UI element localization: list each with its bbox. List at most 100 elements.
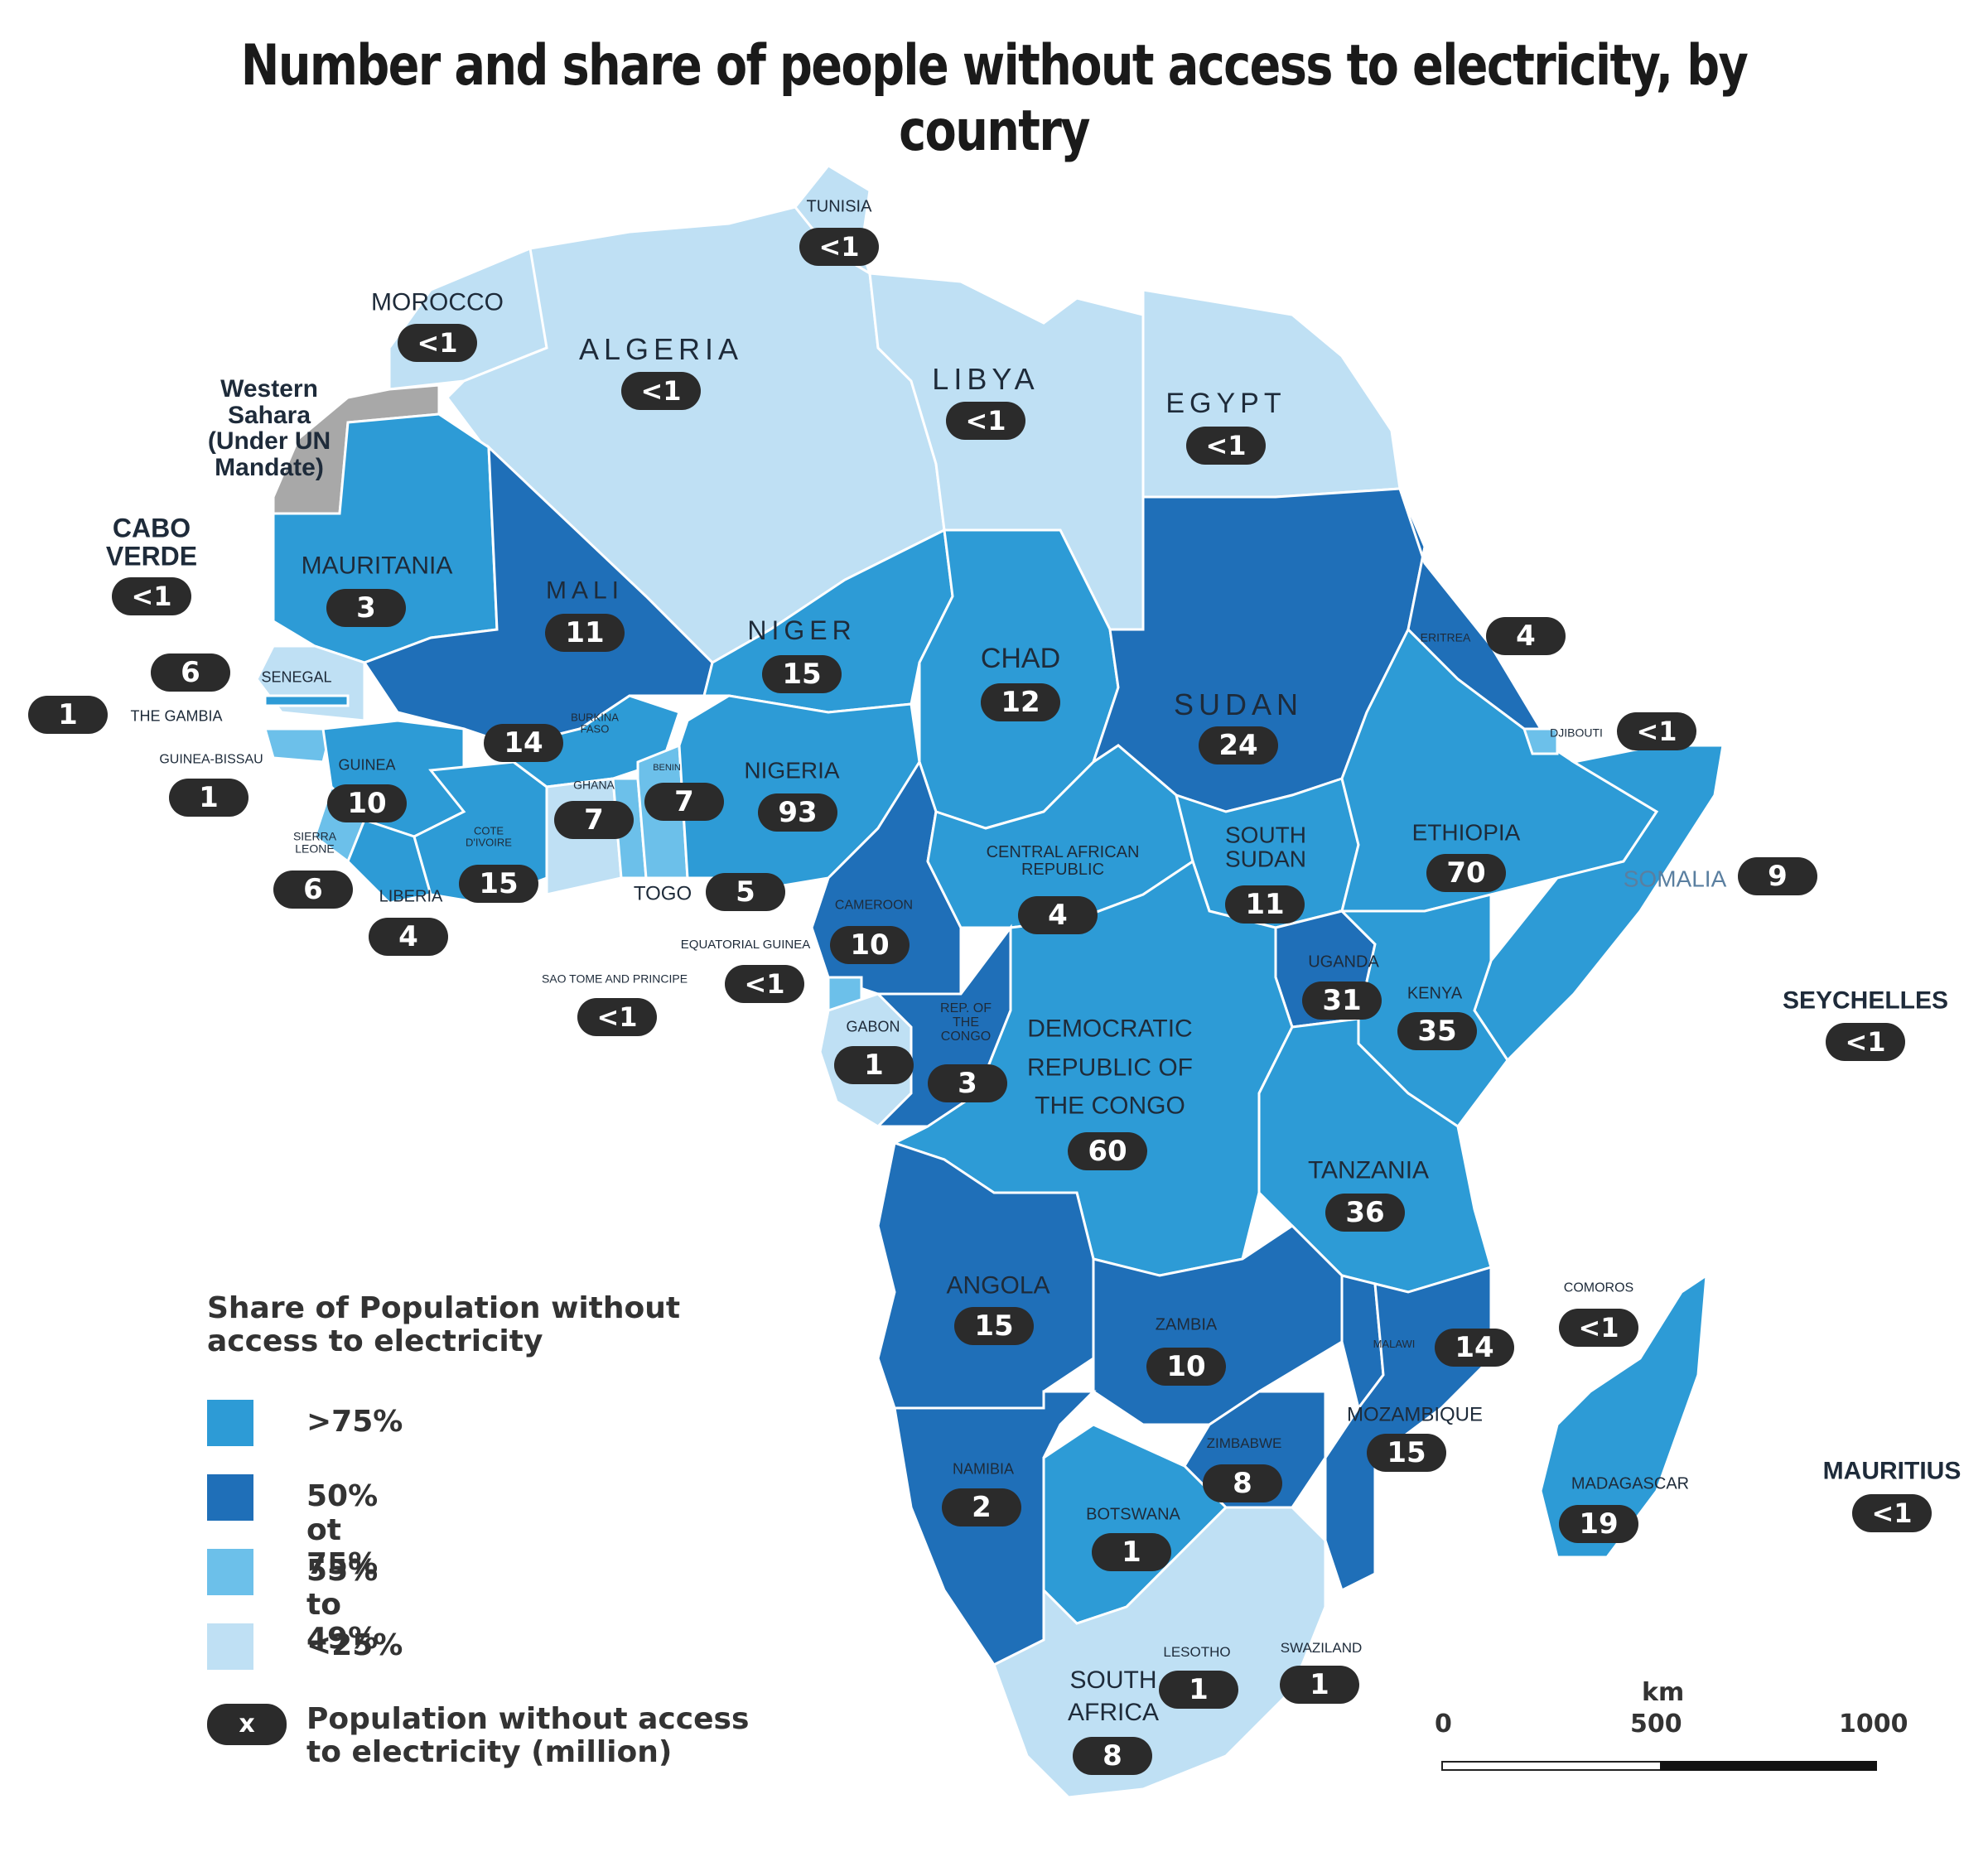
pill-eq-guinea: <1 [725,965,804,1003]
label-car: CENTRAL AFRICAN REPUBLIC [986,843,1140,879]
pill-niger: 15 [762,655,842,693]
label-gabon: GABON [846,1018,900,1035]
legend-swatch-3 [207,1623,253,1670]
scale-tick-0: 0 [1435,1710,1452,1739]
pill-drc: 60 [1068,1132,1147,1170]
label-niger: NIGER [747,615,856,646]
pill-malawi: 14 [1435,1329,1514,1367]
pill-botswana: 1 [1092,1533,1171,1571]
label-mozambique: MOZAMBIQUE [1346,1403,1484,1426]
label-mauritius: MAURITIUS [1822,1457,1961,1485]
pill-algeria: <1 [621,372,701,410]
map-title: Number and share of people without acces… [240,33,1749,164]
label-guinea: GUINEA [338,756,396,774]
pill-gabon: 1 [834,1046,914,1084]
pill-angola: 15 [954,1307,1034,1345]
pill-south-africa: 8 [1073,1737,1152,1775]
label-ethiopia: ETHIOPIA [1411,819,1521,846]
pill-mauritania: 3 [326,589,406,627]
scale-tick-2: 1000 [1839,1710,1908,1739]
label-cabo-verde: CABO VERDE [105,513,198,571]
pill-sierra-leone: 6 [273,871,353,909]
legend-swatch-2 [207,1549,253,1595]
pill-senegal: 6 [151,654,230,692]
pill-comoros: <1 [1559,1309,1638,1347]
pill-zimbabwe: 8 [1203,1464,1282,1502]
label-mauritania: MAURITANIA [301,552,453,580]
pill-ethiopia: 70 [1426,854,1506,892]
label-togo: TOGO [633,882,692,905]
label-cameroon: CAMEROON [834,898,914,913]
label-djibouti: DJIBOUTI [1550,726,1603,740]
pill-mauritius: <1 [1852,1494,1932,1532]
label-eq-guinea: EQUATORIAL GUINEA [680,938,811,953]
region-south-africa [992,1506,1327,1799]
pill-morocco: <1 [398,324,477,362]
region-gambia [263,694,350,707]
label-congo: REP. OF THE CONGO [940,1001,992,1044]
pill-mali: 11 [545,614,625,652]
pill-guinea-bissau: 1 [169,779,248,817]
legend-title: Share of Population without access to el… [207,1291,681,1358]
label-chad: CHAD [980,643,1061,675]
label-burkina-faso: BURKINA FASO [571,711,619,735]
label-swaziland: SWAZILAND [1280,1640,1363,1657]
legend-label-3: <25% [306,1628,403,1662]
label-comoros: COMOROS [1563,1280,1634,1295]
pill-eritrea: 4 [1486,617,1566,655]
label-zimbabwe: ZIMBABWE [1206,1435,1282,1452]
label-drc: DEMOCRATIC REPUBLIC OF THE CONGO [1026,1015,1194,1120]
label-morocco: MOROCCO [371,288,504,316]
pill-mozambique: 15 [1367,1434,1446,1472]
pill-cabo-verde: <1 [112,577,191,615]
scale-bar-white [1441,1761,1662,1771]
label-angola: ANGOLA [946,1271,1050,1300]
legend-label-0: >75% [306,1405,403,1439]
label-sao-tome: SAO TOME AND PRINCIPE [541,972,688,986]
label-tanzania: TANZANIA [1307,1156,1430,1184]
pill-chad: 12 [981,683,1060,721]
label-lesotho: LESOTHO [1163,1644,1231,1661]
pill-guinea: 10 [327,784,407,822]
label-liberia: LIBERIA [379,887,443,906]
label-benin: BENIN [653,763,681,774]
label-seychelles: SEYCHELLES [1782,986,1949,1015]
label-nigeria: NIGERIA [744,757,840,784]
pill-kenya: 35 [1397,1012,1477,1050]
pill-lesotho: 1 [1159,1671,1238,1709]
pill-namibia: 2 [942,1488,1021,1526]
label-madagascar: MADAGASCAR [1571,1474,1690,1493]
pill-togo: 5 [706,873,785,911]
label-malawi: MALAWI [1373,1338,1416,1351]
label-zambia: ZAMBIA [1155,1315,1218,1334]
label-cote-divoire: COTE D'IVOIRE [466,824,512,848]
pill-madagascar: 19 [1559,1505,1638,1543]
pill-ghana: 7 [554,801,634,839]
label-gambia: THE GAMBIA [130,707,223,725]
label-senegal: SENEGAL [261,668,332,686]
pill-sudan: 24 [1199,726,1278,764]
legend-label-1: 50% ot 75% [306,1479,379,1581]
pill-congo: 3 [928,1064,1007,1102]
region-liberia [346,818,432,904]
pill-cote-divoire: 15 [459,865,538,903]
legend-pill-label: Population without access to electricity… [306,1702,750,1769]
label-tunisia: TUNISIA [806,197,872,216]
pill-swaziland: 1 [1280,1666,1359,1704]
pill-sao-tome: <1 [577,998,657,1036]
pill-cameroon: 10 [830,926,910,964]
pill-gambia: 1 [28,696,108,734]
label-guinea-bissau: GUINEA-BISSAU [159,752,263,767]
pill-car: 4 [1018,896,1098,934]
label-south-sudan: SOUTH SUDAN [1224,822,1306,872]
label-sudan: SUDAN [1173,687,1304,722]
pill-uganda: 31 [1302,981,1382,1020]
scale-unit: km [1642,1678,1685,1707]
legend-label-2: 55% to 49% [306,1554,379,1656]
pill-libya: <1 [946,402,1025,440]
pill-south-sudan: 11 [1225,885,1305,924]
label-somalia: SOMALIA [1623,866,1727,892]
legend-swatch-1 [207,1474,253,1521]
scale-bar-black [1660,1761,1877,1771]
